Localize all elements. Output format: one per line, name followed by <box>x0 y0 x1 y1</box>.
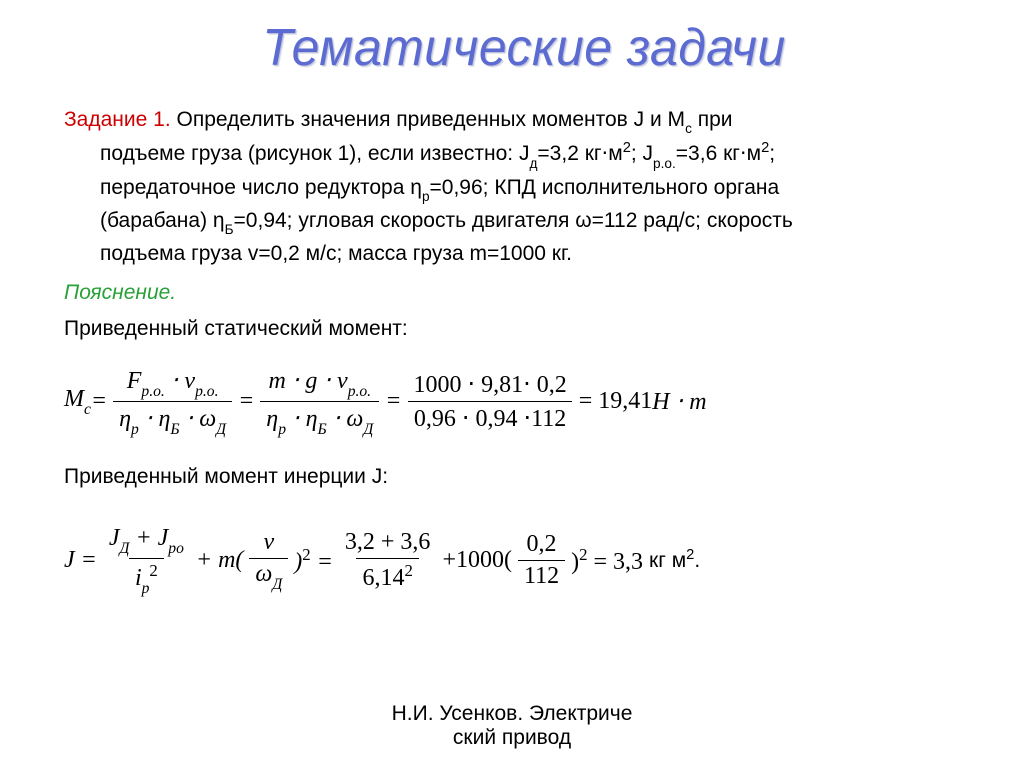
eq2-f1den: ip2 <box>129 558 164 598</box>
footer-l1: Н.И. Усенков. Электриче <box>392 702 633 725</box>
eq2-f2num: ν <box>258 527 281 558</box>
eq1-eq1: = <box>91 388 107 415</box>
task-l2-sup2: 2 <box>761 140 769 156</box>
eq1-f2den: ηp ⋅ ηБ ⋅ ωД <box>260 401 379 439</box>
task-l3-sub: р <box>422 189 430 204</box>
eq1-f3den: 0,96 ⋅ 0,94 ⋅112 <box>408 401 572 435</box>
eq2-lhs: J = <box>64 547 97 574</box>
task-l4-sub: Б <box>225 222 234 237</box>
task-l2b: =3,2 кг⋅м <box>537 142 622 165</box>
eq2-f2den: ωД <box>249 558 288 594</box>
eq2-f4den: 112 <box>518 560 565 592</box>
task-l5: подъема груза v=0,2 м/с; масса груза m=1… <box>100 238 984 271</box>
eq1-unit: H ⋅ m <box>652 387 706 416</box>
eq1-f1den: ηp ⋅ ηБ ⋅ ωД <box>113 401 232 439</box>
section2-label: Приведенный момент инерции J: <box>64 461 984 494</box>
eq2-unit: кг м2. <box>649 547 700 573</box>
eq2-f3den: 6,142 <box>356 558 418 594</box>
task-l2-sub2: р.о. <box>653 156 676 171</box>
task-l3b: =0,96; КПД исполнительного органа <box>430 176 780 199</box>
eq2-f1num: JД + Jpo <box>103 523 190 558</box>
slide-title: Тематические задачи <box>82 18 965 78</box>
eq1-lhs: Mc <box>64 386 91 417</box>
eq1-f3num: 1000 ⋅ 9,81⋅ 0,2 <box>407 368 572 401</box>
eq1-result: = 19,41 <box>579 388 653 415</box>
eq2-frac1: JД + Jpo ip2 <box>103 523 190 598</box>
task-l4a: (барабана) η <box>100 209 225 232</box>
eq1-frac1: Fp.o. ⋅ νp.o. ηp ⋅ ηБ ⋅ ωД <box>113 364 232 439</box>
task-l2-sub1: д <box>529 156 537 171</box>
eq2-unit-text: кг м <box>649 549 686 572</box>
eq1-lhs-sym: M <box>64 386 84 412</box>
task-l2d: =3,6 кг⋅м <box>676 142 761 165</box>
eq2-pow2: )2 = 3,3 <box>571 545 643 576</box>
equation-mc: Mc = Fp.o. ⋅ νp.o. ηp ⋅ ηБ ⋅ ωД = m ⋅ g … <box>64 364 984 439</box>
task-l1-sub: с <box>685 121 692 136</box>
task-block: Задание 1. Определить значения приведенн… <box>64 104 984 271</box>
eq2-plus: + m( <box>196 547 244 574</box>
task-l1b: при <box>692 108 733 131</box>
eq1-eq3: = <box>385 388 401 415</box>
task-l2-sup1: 2 <box>623 140 631 156</box>
eq2-f3num: 3,2 + 3,6 <box>339 527 437 558</box>
eq1-lhs-sub: c <box>84 401 91 418</box>
eq1-frac3: 1000 ⋅ 9,81⋅ 0,2 0,96 ⋅ 0,94 ⋅112 <box>407 368 572 435</box>
eq2-frac2: ν ωД <box>249 527 288 594</box>
eq2-frac4: 0,2 112 <box>518 529 565 592</box>
task-label: Задание 1. <box>64 108 171 131</box>
task-l2e: ; <box>769 142 775 165</box>
section1-label: Приведенный статический момент: <box>64 313 984 346</box>
task-l3a: передаточное число редуктора η <box>100 176 422 199</box>
footer-l2: ский привод <box>453 726 571 749</box>
task-l1a: Определить значения приведенных моментов… <box>171 108 685 131</box>
eq1-frac2: m ⋅ g ⋅ νp.o. ηp ⋅ ηБ ⋅ ωД <box>260 364 379 439</box>
task-l4b: =0,94; угловая скорость двигателя ω=112 … <box>234 209 793 232</box>
task-l2a: подъеме груза (рисунок 1), если известно… <box>100 142 529 165</box>
slide-root: Тематические задачи Задание 1. Определит… <box>0 0 1024 768</box>
eq1-eq2: = <box>238 388 254 415</box>
footer: Н.И. Усенков. Электриче ский привод <box>0 702 1024 750</box>
eq2-frac3: 3,2 + 3,6 6,142 <box>339 527 437 594</box>
explain-label: Пояснение. <box>64 277 984 310</box>
eq2-plus2: +1000( <box>442 547 512 574</box>
eq1-f2num: m ⋅ g ⋅ νp.o. <box>262 364 377 401</box>
task-l2c: ; J <box>631 142 653 165</box>
eq2-unit-end: . <box>694 549 700 572</box>
equation-j: J = JД + Jpo ip2 + m( ν ωД )2 = 3,2 + 3,… <box>64 523 984 598</box>
eq2-f4num: 0,2 <box>521 529 563 560</box>
eq2-pow: )2 = <box>294 545 333 576</box>
eq1-f1num: Fp.o. ⋅ νp.o. <box>121 364 225 401</box>
